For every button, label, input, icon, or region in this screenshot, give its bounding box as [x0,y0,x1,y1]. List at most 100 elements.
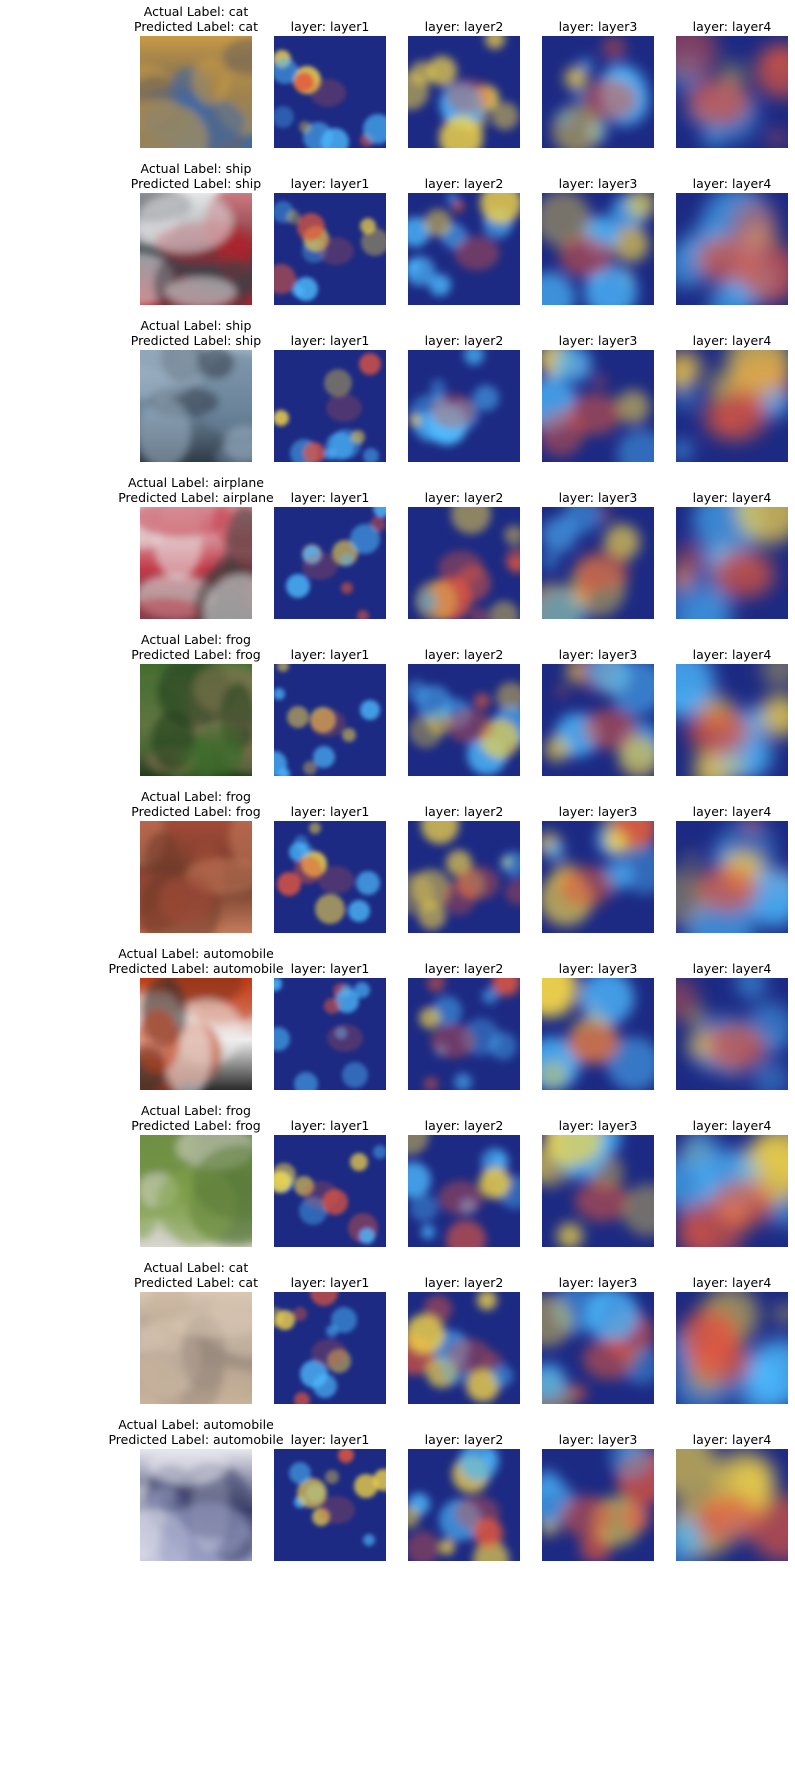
gradcam-heatmap [676,350,788,462]
actual-label: Actual Label: cat [143,4,249,19]
actual-label: Actual Label: airplane [128,475,264,490]
layer-title: layer: layer1 [245,1413,415,1447]
gradcam-heatmap [542,1135,654,1247]
predicted-label: Predicted Label: automobile [108,1432,284,1447]
layer-label: layer: layer3 [558,1275,638,1290]
layer-label: layer: layer1 [290,333,370,348]
layer-title: layer: layer4 [647,628,795,662]
figure-row: Actual Label: automobile Predicted Label:… [0,1413,795,1561]
layer-label: layer: layer4 [692,1275,772,1290]
layer-title: layer: layer1 [245,628,415,662]
input-image [140,350,252,462]
layer-label: layer: layer3 [558,333,638,348]
layer-label: layer: layer3 [558,804,638,819]
gradcam-heatmap [408,193,520,305]
gradcam-heatmap [542,978,654,1090]
gradcam-heatmap [676,1135,788,1247]
layer-label: layer: layer2 [424,1118,504,1133]
layer-label: layer: layer3 [558,176,638,191]
layer-title: layer: layer4 [647,157,795,191]
layer-title: layer: layer2 [379,471,549,505]
gradcam-heatmap [542,193,654,305]
predicted-label: Predicted Label: frog [131,804,261,819]
layer-label: layer: layer3 [558,647,638,662]
predicted-label: Predicted Label: cat [134,1275,258,1290]
gradcam-heatmap [408,507,520,619]
layer-label: layer: layer1 [290,647,370,662]
input-title: Actual Label: frog Predicted Label: frog [111,1099,281,1133]
figure-row: Actual Label: frog Predicted Label: frog … [0,1099,795,1247]
layer-label: layer: layer4 [692,1432,772,1447]
gradcam-heatmap [274,1292,386,1404]
layer-title: layer: layer3 [513,471,683,505]
layer-title: layer: layer2 [379,1413,549,1447]
layer-label: layer: layer2 [424,1432,504,1447]
layer-label: layer: layer4 [692,176,772,191]
layer-label: layer: layer4 [692,19,772,34]
gradcam-heatmap [274,1135,386,1247]
predicted-label: Predicted Label: ship [130,176,262,191]
figure-row: Actual Label: cat Predicted Label: cat la… [0,0,795,148]
layer-label: layer: layer1 [290,490,370,505]
layer-label: layer: layer1 [290,176,370,191]
layer-label: layer: layer1 [290,1432,370,1447]
layer-label: layer: layer1 [290,961,370,976]
layer-title: layer: layer3 [513,314,683,348]
input-title: Actual Label: automobile Predicted Label:… [108,1413,284,1447]
input-title: Actual Label: ship Predicted Label: ship [111,314,281,348]
layer-title: layer: layer4 [647,1099,795,1133]
gradcam-heatmap [408,1449,520,1561]
layer-label: layer: layer1 [290,1118,370,1133]
layer-label: layer: layer2 [424,647,504,662]
gradcam-heatmap [676,978,788,1090]
layer-title: layer: layer1 [245,1256,415,1290]
actual-label: Actual Label: frog [141,1103,251,1118]
layer-title: layer: layer2 [379,1256,549,1290]
layer-title: layer: layer3 [513,157,683,191]
layer-title: layer: layer2 [379,0,549,34]
input-title: Actual Label: frog Predicted Label: frog [111,785,281,819]
gradcam-heatmap [676,507,788,619]
layer-label: layer: layer1 [290,19,370,34]
input-image [140,36,252,148]
layer-label: layer: layer2 [424,961,504,976]
gradcam-heatmap [408,1292,520,1404]
layer-title: layer: layer4 [647,0,795,34]
gradcam-heatmap [676,1292,788,1404]
layer-label: layer: layer4 [692,961,772,976]
layer-title: layer: layer1 [245,0,415,34]
input-image [140,664,252,776]
layer-title: layer: layer3 [513,1413,683,1447]
input-title: Actual Label: cat Predicted Label: cat [111,1256,281,1290]
layer-title: layer: layer4 [647,1413,795,1447]
gradcam-heatmap [274,664,386,776]
figure-row: Actual Label: ship Predicted Label: ship … [0,157,795,305]
predicted-label: Predicted Label: ship [130,333,262,348]
gradcam-heatmap [408,978,520,1090]
gradcam-heatmap [542,821,654,933]
gradcam-heatmap [676,821,788,933]
layer-title: layer: layer2 [379,314,549,348]
layer-label: layer: layer1 [290,1275,370,1290]
input-title: Actual Label: cat Predicted Label: cat [111,0,281,34]
layer-title: layer: layer4 [647,1256,795,1290]
input-image [140,193,252,305]
gradcam-heatmap [542,350,654,462]
layer-title: layer: layer2 [379,785,549,819]
layer-label: layer: layer3 [558,490,638,505]
layer-title: layer: layer1 [245,471,415,505]
layer-title: layer: layer3 [513,942,683,976]
figure-row: Actual Label: cat Predicted Label: cat la… [0,1256,795,1404]
input-image [140,1449,252,1561]
layer-label: layer: layer2 [424,1275,504,1290]
input-image [140,1292,252,1404]
gradcam-heatmap [274,821,386,933]
gradcam-heatmap [676,1449,788,1561]
predicted-label: Predicted Label: automobile [108,961,284,976]
actual-label: Actual Label: automobile [118,946,274,961]
layer-label: layer: layer3 [558,1432,638,1447]
layer-title: layer: layer1 [245,942,415,976]
gradcam-heatmap [408,821,520,933]
layer-title: layer: layer2 [379,628,549,662]
figure-row: Actual Label: frog Predicted Label: frog … [0,628,795,776]
